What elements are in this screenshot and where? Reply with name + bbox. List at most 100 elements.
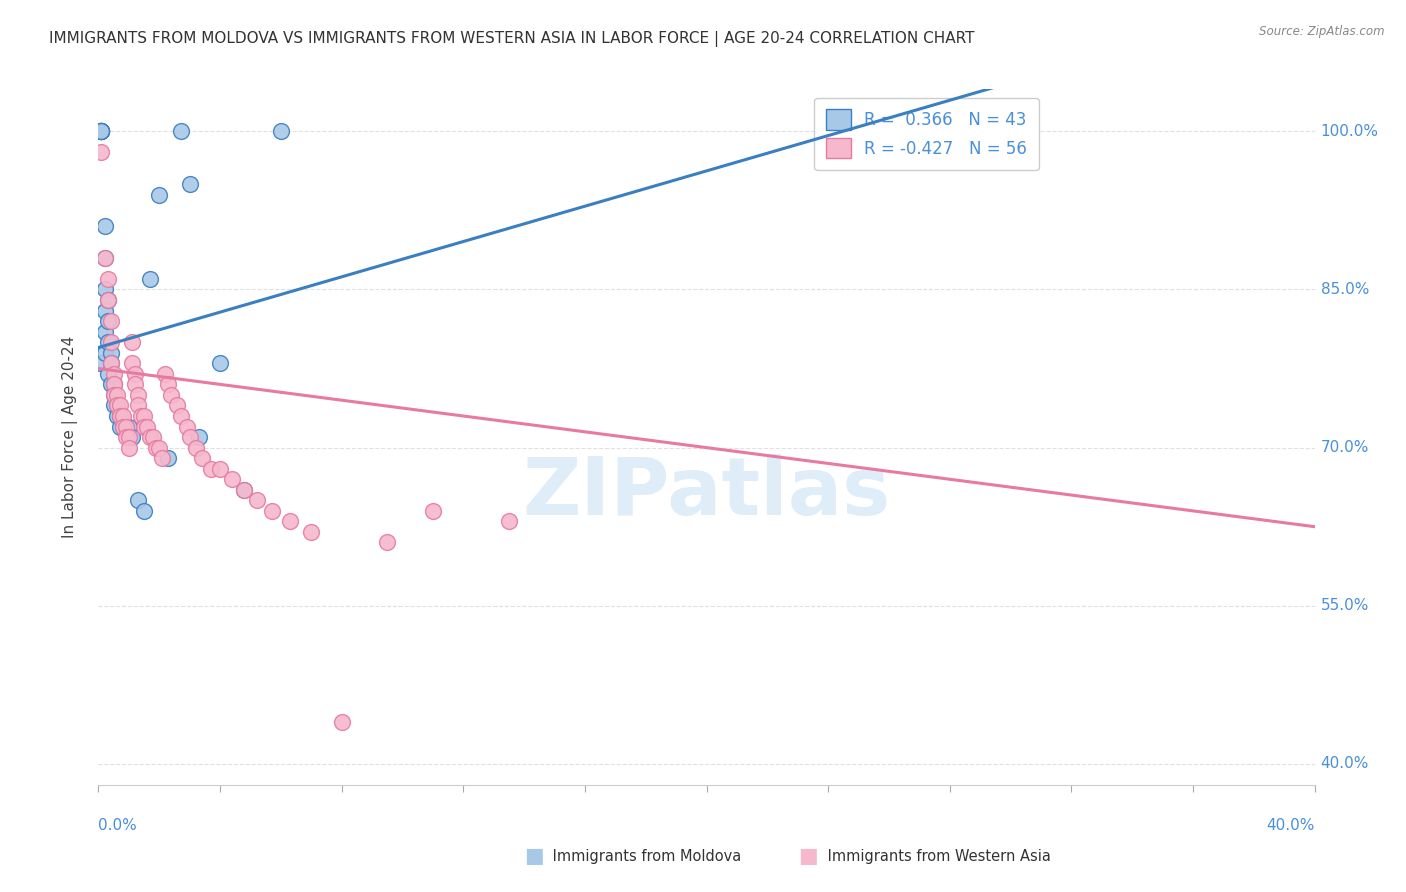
Text: ZIPatlas: ZIPatlas <box>523 454 890 532</box>
Point <box>148 187 170 202</box>
Text: 40.0%: 40.0% <box>1267 818 1315 832</box>
Text: ■: ■ <box>524 847 544 866</box>
Text: ■: ■ <box>799 847 818 866</box>
Legend: R =  0.366   N = 43, R = -0.427   N = 56: R = 0.366 N = 43, R = -0.427 N = 56 <box>814 97 1039 169</box>
Point <box>169 409 191 423</box>
Point <box>375 535 398 549</box>
Point <box>90 124 112 138</box>
Point <box>103 388 125 402</box>
Point <box>139 272 162 286</box>
Point <box>127 388 149 402</box>
Point <box>96 335 118 350</box>
Point <box>145 441 167 455</box>
Point <box>100 345 122 359</box>
Point <box>103 388 125 402</box>
Point <box>221 472 243 486</box>
Point <box>142 430 165 444</box>
Point <box>100 335 122 350</box>
Point <box>96 293 118 307</box>
Point <box>118 419 141 434</box>
Point <box>118 430 141 444</box>
Point <box>260 504 283 518</box>
Point <box>118 441 141 455</box>
Point <box>105 388 128 402</box>
Point <box>132 419 155 434</box>
Point <box>108 419 131 434</box>
Text: IMMIGRANTS FROM MOLDOVA VS IMMIGRANTS FROM WESTERN ASIA IN LABOR FORCE | AGE 20-: IMMIGRANTS FROM MOLDOVA VS IMMIGRANTS FR… <box>49 31 974 47</box>
Point <box>100 356 122 370</box>
Point <box>136 419 159 434</box>
Text: 40.0%: 40.0% <box>1320 756 1369 772</box>
Point <box>89 356 111 370</box>
Point <box>132 409 155 423</box>
Point <box>233 483 256 497</box>
Point <box>114 419 136 434</box>
Point <box>93 345 115 359</box>
Text: 70.0%: 70.0% <box>1320 440 1369 455</box>
Text: Source: ZipAtlas.com: Source: ZipAtlas.com <box>1260 25 1385 38</box>
Point <box>233 483 256 497</box>
Point <box>93 251 115 265</box>
Point <box>96 272 118 286</box>
Point <box>148 441 170 455</box>
Point <box>169 124 191 138</box>
Point <box>155 367 177 381</box>
Point <box>114 430 136 444</box>
Point <box>209 356 232 370</box>
Point <box>270 124 292 138</box>
Point <box>90 124 112 138</box>
Point <box>93 303 115 318</box>
Point <box>179 177 201 191</box>
Point <box>90 124 112 138</box>
Point <box>108 409 131 423</box>
Point <box>103 377 125 392</box>
Point <box>124 377 146 392</box>
Point <box>150 451 173 466</box>
Point <box>200 461 222 475</box>
Point <box>330 714 353 729</box>
Point <box>114 419 136 434</box>
Point <box>108 399 131 413</box>
Point <box>93 219 115 234</box>
Point <box>90 124 112 138</box>
Point <box>191 451 214 466</box>
Point <box>498 515 520 529</box>
Point <box>121 356 143 370</box>
Text: 100.0%: 100.0% <box>1320 124 1379 139</box>
Point <box>90 124 112 138</box>
Point <box>139 430 162 444</box>
Point <box>96 314 118 328</box>
Point <box>105 399 128 413</box>
Point <box>209 461 232 475</box>
Point <box>96 367 118 381</box>
Point <box>166 399 188 413</box>
Point <box>184 441 207 455</box>
Point <box>100 314 122 328</box>
Text: 85.0%: 85.0% <box>1320 282 1369 297</box>
Point <box>111 419 134 434</box>
Point <box>90 145 112 160</box>
Point <box>103 377 125 392</box>
Point <box>103 367 125 381</box>
Point <box>278 515 301 529</box>
Text: 0.0%: 0.0% <box>98 818 138 832</box>
Point <box>100 356 122 370</box>
Point <box>179 430 201 444</box>
Point <box>108 409 131 423</box>
Point <box>127 399 149 413</box>
Point <box>121 430 143 444</box>
Point <box>90 124 112 138</box>
Point <box>93 251 115 265</box>
Point <box>100 377 122 392</box>
Point <box>160 388 183 402</box>
Text: Immigrants from Western Asia: Immigrants from Western Asia <box>823 849 1050 863</box>
Point <box>90 124 112 138</box>
Point <box>129 409 152 423</box>
Point <box>127 493 149 508</box>
Point <box>245 493 267 508</box>
Point <box>121 335 143 350</box>
Point <box>93 283 115 297</box>
Point <box>157 377 180 392</box>
Point <box>422 504 444 518</box>
Point <box>187 430 209 444</box>
